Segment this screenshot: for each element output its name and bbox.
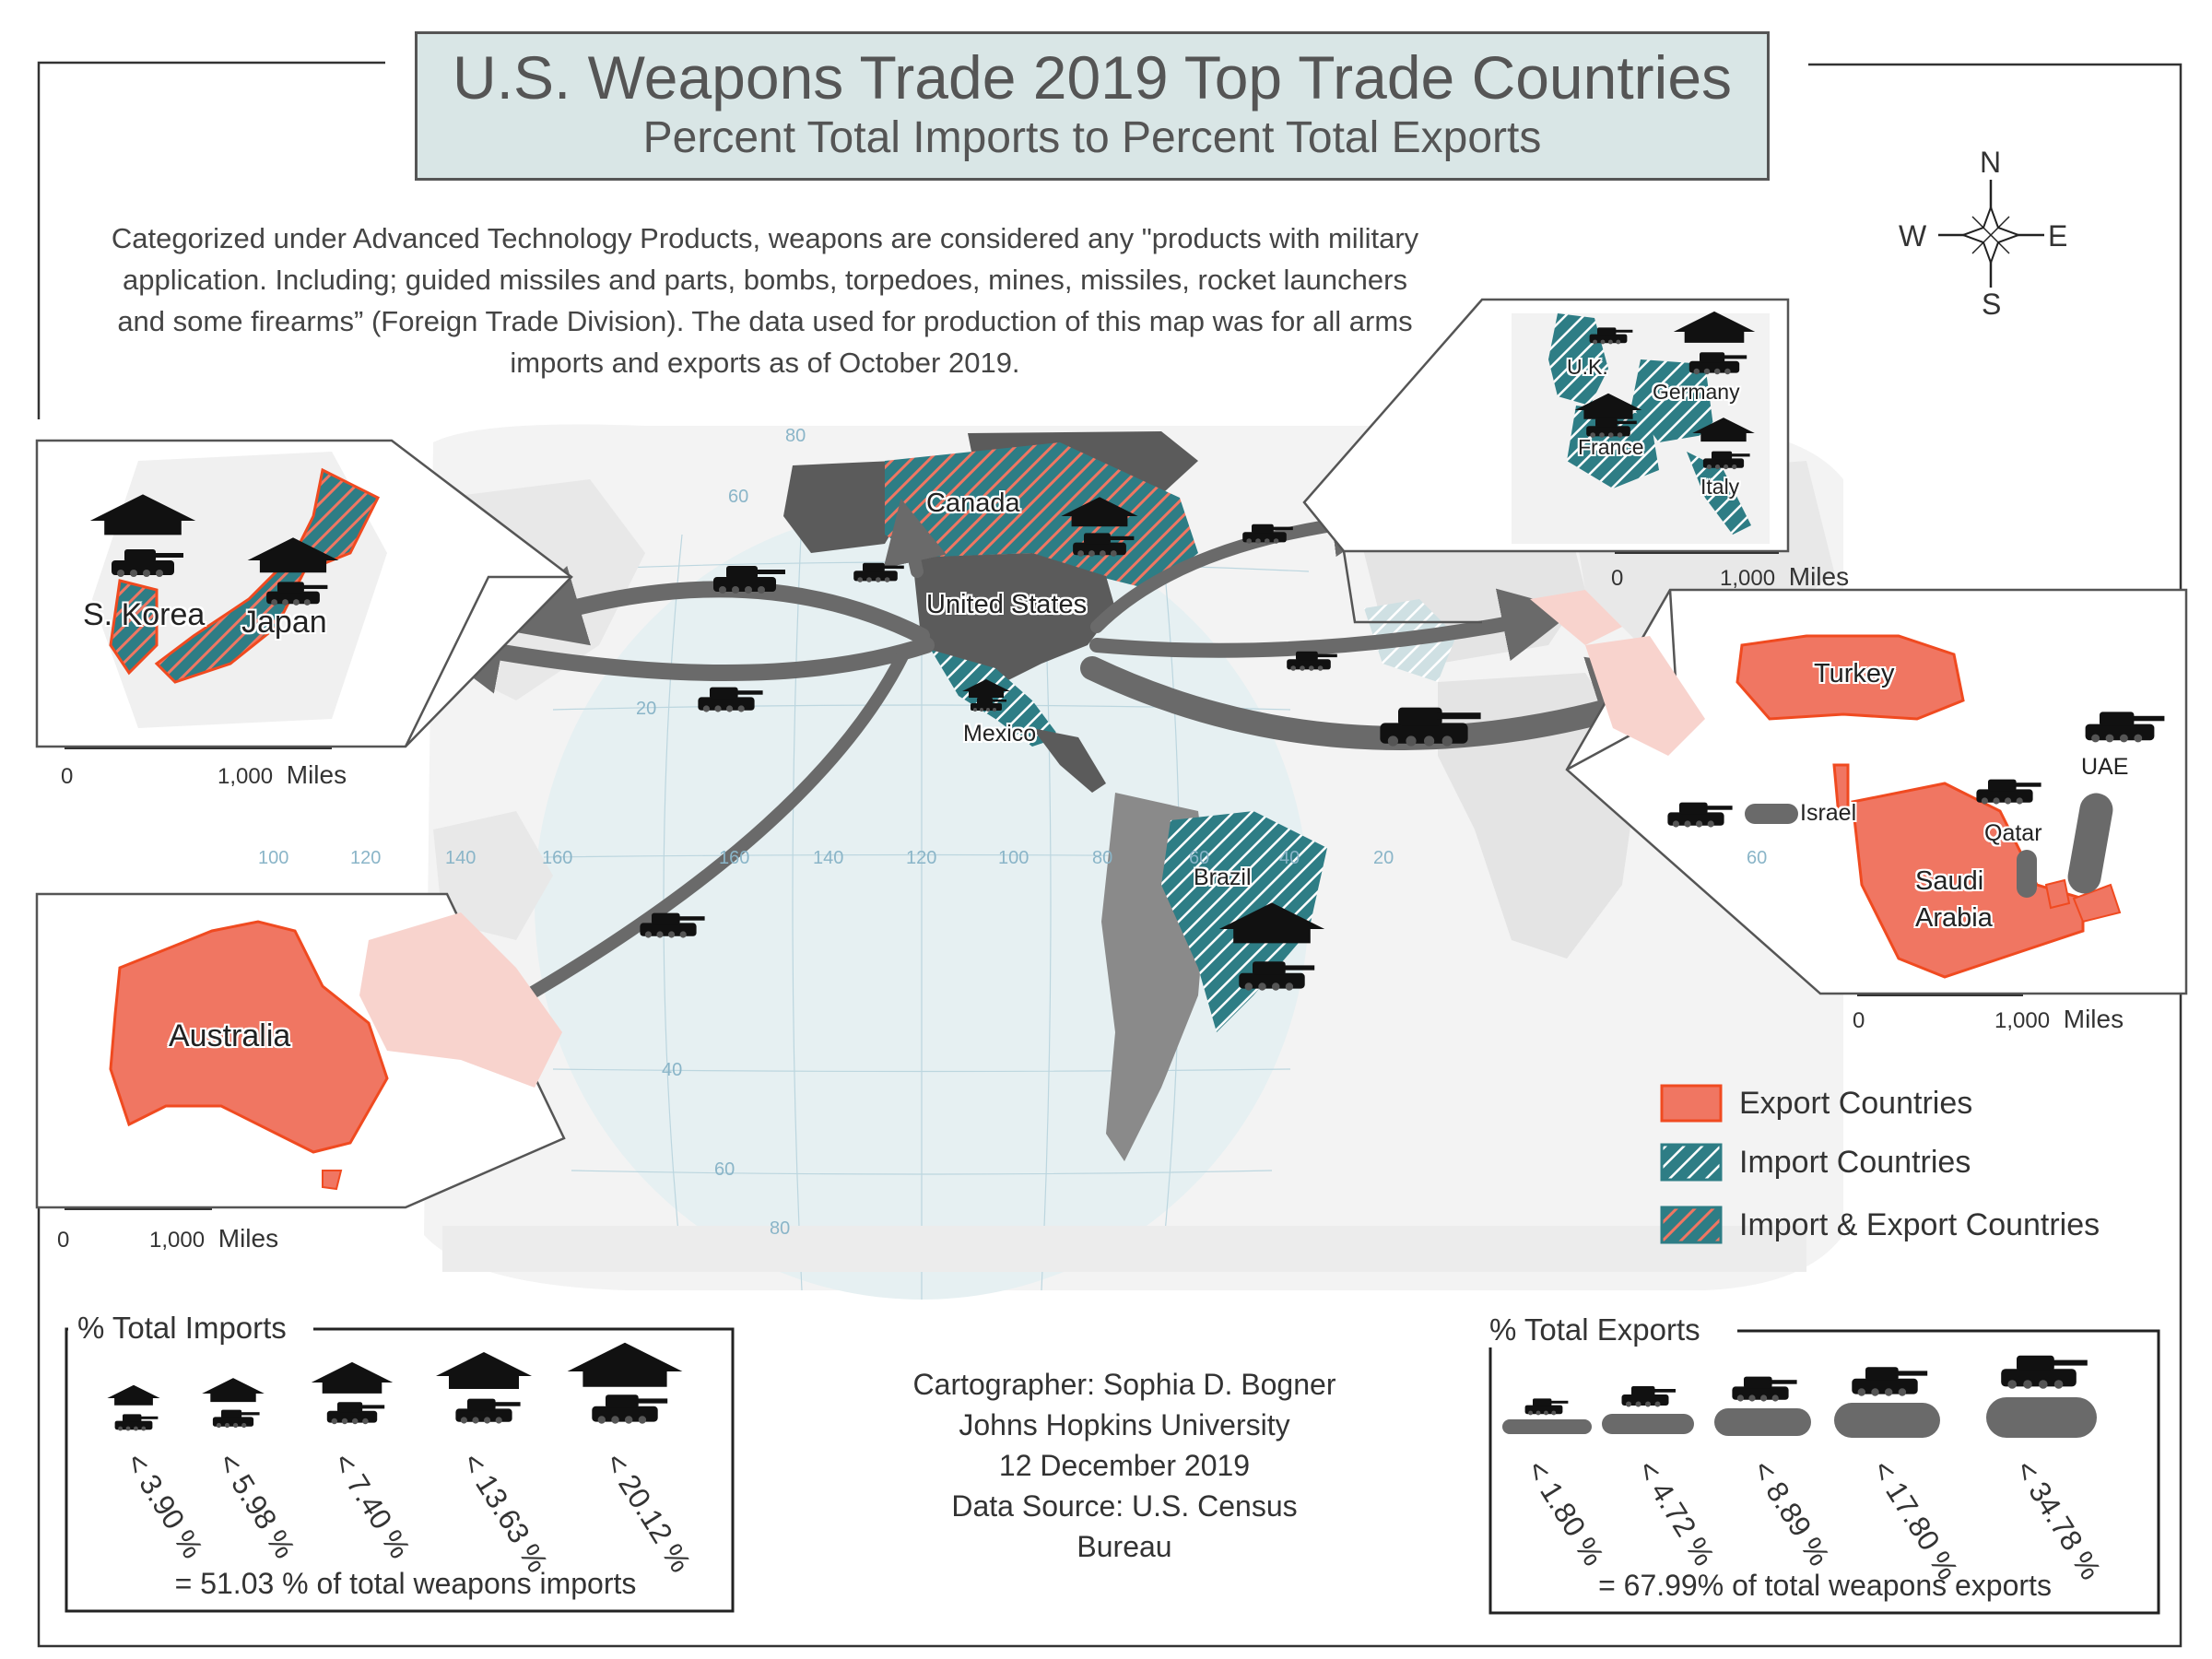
label-australia: Australia xyxy=(169,1018,291,1053)
credits: Cartographer: Sophia D. Bogner Johns Hop… xyxy=(903,1364,1346,1567)
lon-label: 120 xyxy=(906,848,937,868)
compass-n: N xyxy=(1980,146,2002,179)
inset-middle-east xyxy=(1530,588,2188,995)
lon-label: 40 xyxy=(1279,848,1300,868)
imports-total: = 51.03 % of total weapons imports xyxy=(174,1567,637,1600)
lat-label: 60 xyxy=(714,1159,735,1180)
scale-thousand: 1,000 xyxy=(218,764,274,789)
scale-zero: 0 xyxy=(1611,566,1624,591)
imports-panel-title: % Total Imports xyxy=(68,1311,296,1346)
lon-label: 120 xyxy=(350,848,382,868)
label-japan: Japan xyxy=(241,605,327,640)
credits-date: 12 December 2019 xyxy=(998,1449,1251,1482)
scale-zero: 0 xyxy=(57,1228,70,1253)
scale-miles: Miles xyxy=(286,760,347,789)
scalebar-asia: 0 1,000 Miles xyxy=(61,760,347,790)
scalebar-australia: 0 1,000 Miles xyxy=(57,1224,278,1253)
label-italy: Italy xyxy=(1700,475,1740,499)
label-saudi-1: Saudi xyxy=(1915,866,1984,896)
label-turkey: Turkey xyxy=(1814,659,1895,688)
label-brazil: Brazil xyxy=(1194,865,1252,890)
scale-zero: 0 xyxy=(1853,1008,1865,1033)
scale-thousand: 1,000 xyxy=(1994,1008,2051,1033)
scale-miles: Miles xyxy=(218,1224,279,1253)
legend-export: Export Countries xyxy=(1739,1086,1973,1121)
outer-frame xyxy=(37,61,2183,1648)
lon-label: 100 xyxy=(998,848,1030,868)
title-box: U.S. Weapons Trade 2019 Top Trade Countr… xyxy=(415,31,1770,181)
world-basemap xyxy=(424,424,1843,1300)
exports-panel-title: % Total Exports xyxy=(1480,1312,1710,1347)
lat-label: 20 xyxy=(636,699,657,719)
label-uk: U.K. xyxy=(1567,355,1608,379)
legend-swatches xyxy=(1660,1084,1723,1244)
credits-source: Data Source: U.S. Census Bureau xyxy=(951,1489,1298,1563)
inset-australia xyxy=(35,892,566,1209)
lat-label: 80 xyxy=(770,1218,791,1239)
compass-s: S xyxy=(1982,288,2002,321)
scalebar-lines xyxy=(65,552,2023,1210)
exports-total: = 67.99% of total weapons exports xyxy=(1598,1569,2052,1602)
compass-w: W xyxy=(1899,219,1927,253)
label-france: France xyxy=(1578,435,1644,459)
scalebar-middle-east: 0 1,000 Miles xyxy=(1853,1005,2124,1034)
scale-miles: Miles xyxy=(2063,1005,2124,1033)
label-united-states: United States xyxy=(926,590,1088,619)
label-uae: UAE xyxy=(2081,754,2129,780)
trade-arrows xyxy=(419,492,1716,1040)
lat-label: 80 xyxy=(785,426,806,446)
label-israel: Israel xyxy=(1800,800,1857,826)
label-mexico: Mexico xyxy=(963,721,1037,747)
lon-label: 140 xyxy=(813,848,844,868)
imports-panel-frame xyxy=(65,1327,735,1613)
lon-label: 60 xyxy=(1189,848,1210,868)
scale-zero: 0 xyxy=(61,764,74,789)
scale-thousand: 1,000 xyxy=(149,1228,206,1253)
compass-e: E xyxy=(2048,219,2068,253)
lat-label: 60 xyxy=(728,487,749,507)
label-canada: Canada xyxy=(926,488,1020,518)
compass-rose xyxy=(1938,180,2044,288)
lon-label: 60 xyxy=(1747,848,1768,868)
scale-miles: Miles xyxy=(1788,562,1850,591)
lon-label: 160 xyxy=(719,848,750,868)
lat-label: 40 xyxy=(662,1060,683,1080)
legend-both: Import & Export Countries xyxy=(1739,1207,2100,1242)
map-title: U.S. Weapons Trade 2019 Top Trade Countr… xyxy=(452,43,1733,112)
credits-cartographer: Cartographer: Sophia D. Bogner xyxy=(912,1368,1336,1401)
lon-label: 140 xyxy=(445,848,477,868)
lon-label: 20 xyxy=(1373,848,1394,868)
credits-university: Johns Hopkins University xyxy=(959,1408,1290,1441)
lon-label: 80 xyxy=(1092,848,1113,868)
lon-label: 160 xyxy=(542,848,573,868)
label-skorea: S. Korea xyxy=(83,597,206,632)
label-germany: Germany xyxy=(1653,380,1740,404)
intro-text: Categorized under Advanced Technology Pr… xyxy=(111,222,1419,379)
label-qatar: Qatar xyxy=(1984,820,2042,846)
lon-label: 100 xyxy=(258,848,289,868)
scalebar-europe: 0 1,000 Miles xyxy=(1611,562,1849,592)
scale-thousand: 1,000 xyxy=(1720,566,1776,591)
map-subtitle: Percent Total Imports to Percent Total E… xyxy=(642,113,1542,162)
legend-import: Import Countries xyxy=(1739,1145,1971,1180)
label-saudi-2: Arabia xyxy=(1915,903,1993,933)
